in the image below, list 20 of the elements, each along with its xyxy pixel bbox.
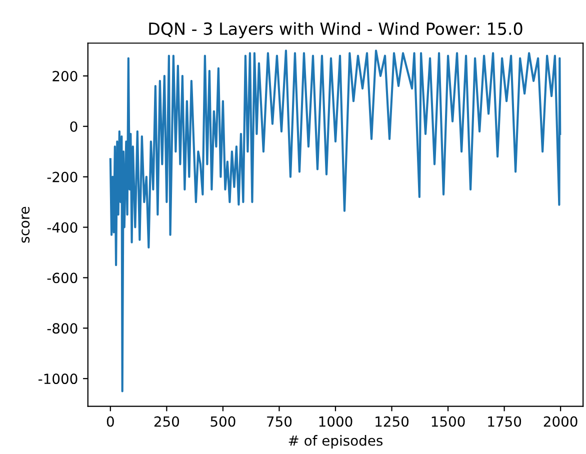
y-tick-label: 200 [52,70,78,82]
x-tick-label: 1000 [319,416,352,427]
x-tick-label: 500 [210,416,236,427]
x-tick-label: 1500 [432,416,465,427]
line-series [109,50,562,392]
y-tick-label: -200 [47,172,78,182]
x-tick-label: 750 [267,416,292,427]
y-axis-title: score [22,206,30,243]
x-tick-label: 1750 [488,416,522,427]
y-tick-label: -400 [47,222,78,233]
x-tick-label: 1250 [376,416,409,427]
y-tick-label: -1000 [38,374,78,384]
x-tick-label: 2000 [544,416,578,427]
y-tick-label: 0 [70,121,78,132]
chart-title: DQN - 3 Layers with Wind - Wind Power: 15.0 [149,22,522,38]
x-tick-label: 0 [106,416,114,427]
y-tick-label: -800 [47,323,78,334]
x-tick-label: 250 [154,416,180,427]
y-tick-label: -600 [47,272,78,284]
x-axis-title: # of episodes [288,435,383,448]
